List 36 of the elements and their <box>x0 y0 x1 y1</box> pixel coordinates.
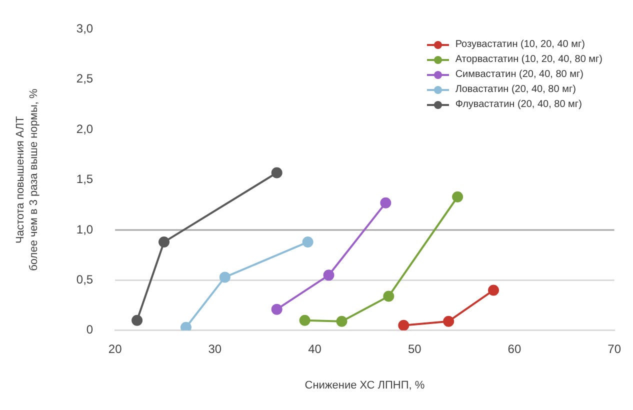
point <box>180 322 192 330</box>
point <box>158 236 170 248</box>
y-tick-label: 2,0 <box>76 122 94 136</box>
point <box>488 284 500 296</box>
x-tick-label: 30 <box>208 342 222 356</box>
point <box>383 290 394 302</box>
x-tick-label: 20 <box>108 342 122 356</box>
point <box>336 316 348 327</box>
legend-label: Аторвастатин (10, 20, 40, 80 мг) <box>455 53 603 68</box>
y-tick-label: 2,5 <box>76 72 94 86</box>
y-tick-label: 0,5 <box>76 272 94 287</box>
y-axis-title: Частота повышения АЛТ более чем в 3 раза выше нормы, % <box>14 88 40 271</box>
y-tick-label: 3,0 <box>76 22 94 36</box>
y-tick-label: 0 <box>86 322 94 337</box>
x-tick-label: 40 <box>308 342 322 356</box>
x-tick-label: 60 <box>508 342 522 356</box>
y-tick-label: 1,5 <box>76 172 94 186</box>
x-axis-title: Снижение ХС ЛПНП, % <box>304 379 425 392</box>
point <box>452 191 464 202</box>
point <box>323 270 334 281</box>
point <box>271 167 282 178</box>
point <box>132 314 143 326</box>
point <box>380 197 392 208</box>
point <box>219 272 230 283</box>
point <box>443 316 454 327</box>
x-tick-label: 70 <box>608 342 622 356</box>
y-tick-label: 1,0 <box>76 222 94 236</box>
legend-label: Флувастатин (20, 40, 80 мг) <box>455 98 582 112</box>
point <box>398 320 410 330</box>
x-tick-label: 50 <box>408 342 422 356</box>
legend-label: Симвастатин (20, 40, 80 мг) <box>455 68 584 82</box>
point <box>271 304 282 315</box>
point <box>302 236 314 248</box>
legend-label: Розувастатин (10, 20, 40 мг) <box>455 38 585 52</box>
point <box>299 314 310 326</box>
legend-label: Ловастатин (20, 40, 80 мг) <box>455 83 576 98</box>
